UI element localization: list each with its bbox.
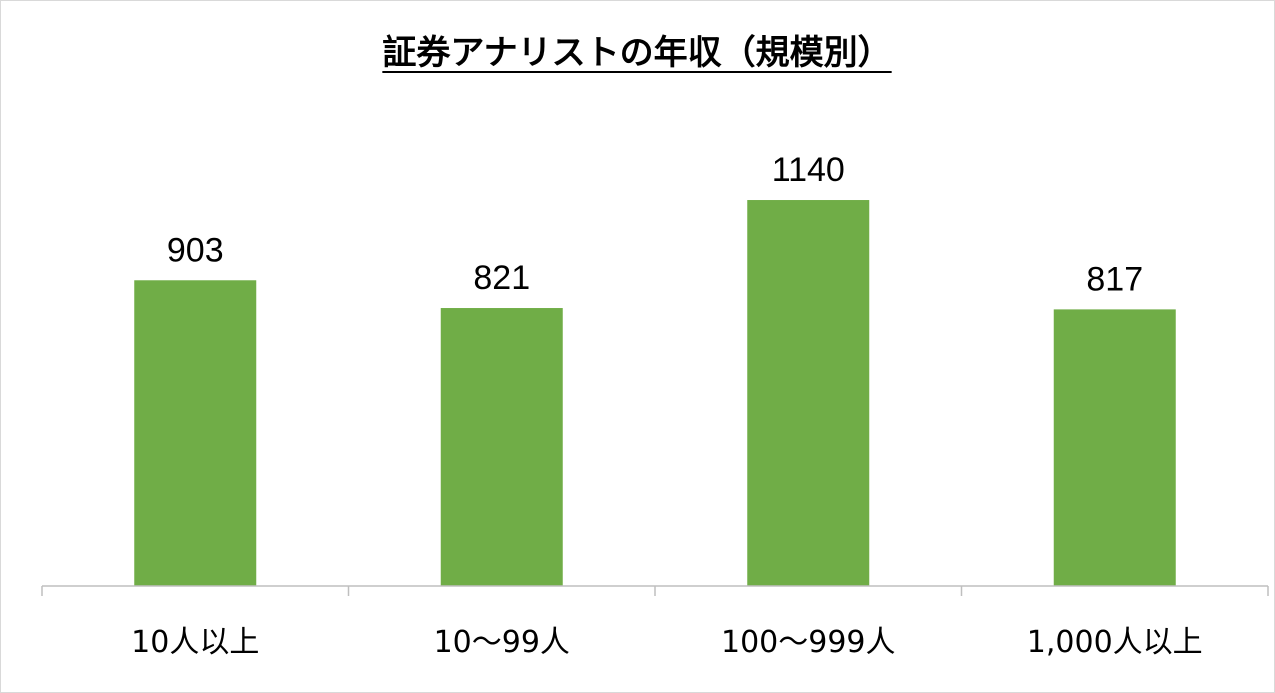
category-label-3: 100〜999人 [721,625,896,660]
value-labels-group: 903 821 1140 817 [167,151,1143,298]
value-label-3: 1140 [772,151,845,189]
category-labels-group: 10人以上 10〜99人 100〜999人 1,000人以上 [131,625,1203,660]
bar-1 [134,280,257,586]
category-label-2: 10〜99人 [434,625,570,660]
bars-group [134,200,1176,586]
value-label-1: 903 [167,231,224,269]
chart-title: 証券アナリストの年収（規模別） [382,33,891,73]
category-label-4: 1,000人以上 [1027,625,1203,660]
bar-2 [440,308,563,586]
value-label-2: 821 [473,259,530,297]
bar-4 [1053,309,1176,586]
bar-3 [747,200,870,586]
value-label-4: 817 [1086,260,1143,298]
x-axis-ticks [41,586,1269,596]
category-label-1: 10人以上 [131,625,259,660]
